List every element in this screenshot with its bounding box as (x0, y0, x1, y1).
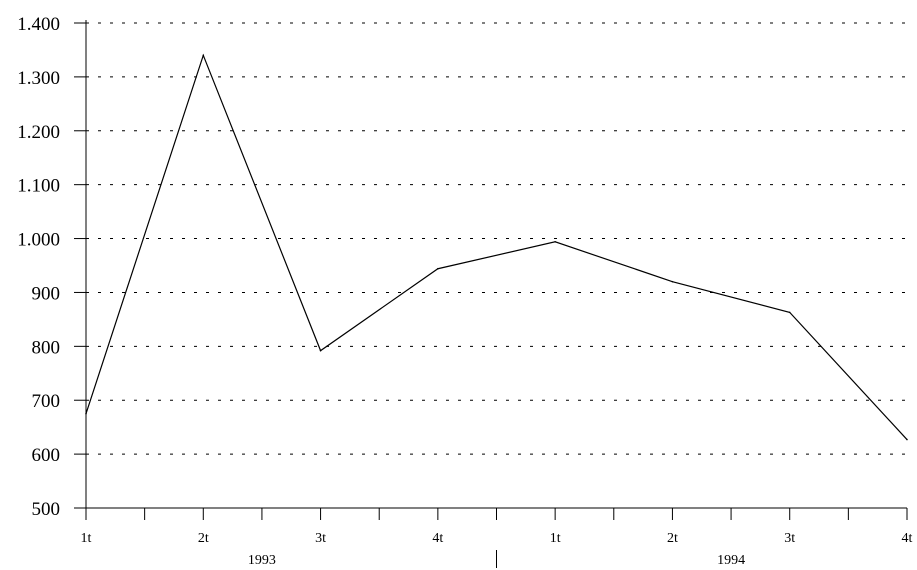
x-tick-label: 2t (198, 531, 209, 546)
data-point (85, 412, 87, 415)
data-point (437, 267, 439, 270)
gridlines (86, 22, 907, 455)
data-point (202, 54, 205, 57)
y-tick-label: 900 (32, 283, 61, 304)
year-label: 1994 (717, 553, 745, 568)
y-tick-label: 1.400 (17, 14, 60, 35)
x-tick-label: 4t (902, 531, 913, 546)
y-tick-label: 600 (32, 445, 61, 466)
y-tick-label: 800 (32, 337, 61, 358)
x-tick-label: 4t (432, 531, 443, 546)
y-tick-label: 1.000 (17, 230, 60, 251)
y-axis-ticks: 500 600 700 800 900 1.000 1.100 1.200 1.300 1.400 (17, 14, 86, 520)
data-point (788, 311, 791, 314)
axes (85, 20, 907, 509)
x-axis-ticks: 1t 2t 3t 4t 1t 2t 3t 4t (81, 508, 913, 546)
x-tick-label: 1t (81, 531, 92, 546)
series-group (85, 53, 908, 441)
data-point (554, 240, 556, 243)
data-point (319, 349, 322, 352)
x-tick-label: 1t (550, 531, 561, 546)
y-tick-label: 1.300 (17, 68, 60, 89)
series-line (85, 53, 908, 440)
year-label: 1993 (248, 553, 276, 568)
data-point (671, 280, 674, 283)
x-tick-label: 2t (667, 531, 678, 546)
x-tick-label: 3t (315, 531, 326, 546)
year-group-labels: 1993 1994 (248, 550, 745, 568)
y-tick-label: 500 (32, 499, 61, 520)
y-tick-label: 1.200 (17, 122, 60, 143)
y-tick-label: 700 (32, 391, 61, 412)
data-point (906, 438, 908, 441)
y-tick-label: 1.100 (17, 176, 60, 197)
x-tick-label: 3t (784, 531, 795, 546)
